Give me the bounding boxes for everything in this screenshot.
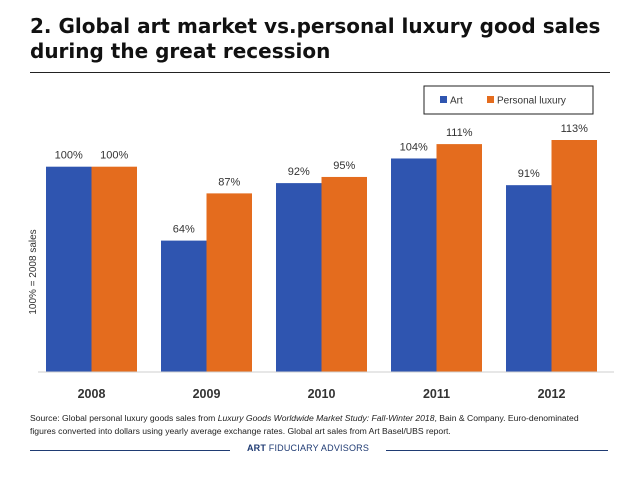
bar-personal-luxury-2011 (436, 144, 482, 372)
brand-bold: ART (246, 443, 267, 453)
bar-art-2012 (506, 185, 552, 372)
data-label-art-2009: 64% (173, 224, 195, 236)
data-label-art-2010: 92% (288, 166, 310, 178)
data-label-art-2011: 104% (400, 141, 428, 153)
data-label-personal-luxury-2012: 113% (561, 123, 589, 135)
footer-rule-left (30, 450, 230, 451)
source-note: Source: Global personal luxury goods sal… (30, 412, 605, 437)
bar-art-2011 (391, 158, 437, 372)
brand-rest: FIDUCIARY ADVISORS (268, 443, 370, 453)
x-tick-label-2008: 2008 (78, 387, 106, 401)
bar-personal-luxury-2009 (206, 193, 252, 372)
bar-chart: Art Personal luxury 100% = 2008 sales 10… (28, 85, 614, 401)
source-text-2: , Bain & Company. Euro-denominated figur… (30, 413, 579, 436)
x-tick-label-2009: 2009 (193, 387, 221, 401)
brand-logo: ART FIDUCIARY ADVISORS (230, 443, 386, 453)
bar-personal-luxury-2012 (551, 140, 597, 372)
bar-art-2008 (46, 166, 92, 372)
bars: 100% 100% 2008 64% 87% 2009 92% 95% 2010 104% 111%… (46, 123, 597, 401)
legend-swatch-personal-luxury (487, 96, 494, 103)
bar-art-2009 (161, 240, 207, 372)
x-tick-label-2011: 2011 (423, 387, 450, 401)
source-study-title: Luxury Goods Worldwide Market Study: Fal… (217, 413, 435, 423)
data-label-art-2008: 100% (55, 150, 83, 162)
legend-box (423, 85, 594, 115)
data-label-art-2012: 91% (518, 168, 540, 180)
footer-rule-right (386, 450, 608, 451)
data-label-personal-luxury-2010: 95% (333, 160, 355, 172)
bar-personal-luxury-2010 (321, 176, 367, 372)
legend-label-art: Art (450, 96, 463, 107)
x-tick-label-2010: 2010 (308, 387, 336, 401)
bar-personal-luxury-2008 (91, 166, 137, 372)
data-label-personal-luxury-2011: 111% (446, 127, 473, 139)
legend-swatch-art (440, 96, 447, 103)
data-label-personal-luxury-2008: 100% (100, 150, 128, 162)
bar-art-2010 (276, 183, 322, 372)
data-label-personal-luxury-2009: 87% (218, 176, 240, 188)
legend-label-personal-luxury: Personal luxury (497, 96, 566, 107)
source-text-1: Source: Global personal luxury goods sal… (30, 413, 218, 423)
legend: Art Personal luxury (423, 85, 594, 115)
chart-title: 2. Global art market vs.personal luxury … (30, 14, 601, 63)
y-axis-label: 100% = 2008 sales (28, 229, 39, 314)
x-tick-label-2012: 2012 (538, 387, 566, 401)
title-underline (30, 72, 610, 73)
